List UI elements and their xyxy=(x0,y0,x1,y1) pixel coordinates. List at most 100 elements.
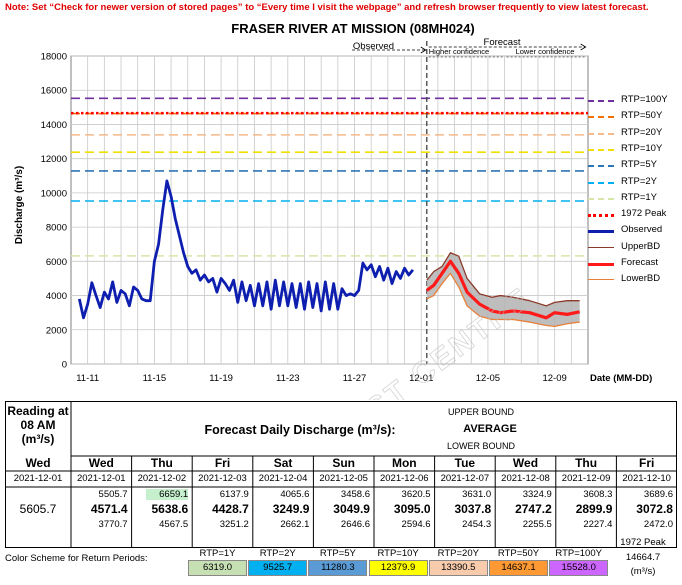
upper-bound-label: UPPER BOUND xyxy=(447,407,514,417)
return-period-label: RTP=5Y xyxy=(319,548,356,559)
return-period-item: RTP=5Y 11280.3 xyxy=(308,548,368,576)
y-tick-label: 14000 xyxy=(41,120,67,131)
reading-value: 5605.7 xyxy=(19,502,57,516)
table-day: Tue xyxy=(454,456,476,470)
table-lower: 2472.0 xyxy=(643,519,673,530)
lower-confidence-label: Lower confidence xyxy=(516,47,575,56)
observed-arrow-head xyxy=(420,46,427,54)
legend-label: RTP=5Y xyxy=(621,159,657,171)
confidence-band xyxy=(426,252,580,327)
color-scheme-row: Color Scheme for Return Periods: RTP=1Y 6… xyxy=(5,537,677,577)
legend-label: Forecast xyxy=(621,257,658,268)
peak-1972-units: (m³/s) xyxy=(630,566,656,577)
refresh-note: Note: Set “Check for newer version of st… xyxy=(5,2,649,13)
x-tick-label: 12-01 xyxy=(409,373,433,384)
table-upper: 6659.1 xyxy=(145,489,189,500)
forecast-table: Reading at 08 AM (m³/s) Wed 2021-12-01 5… xyxy=(5,401,677,548)
return-period-label: RTP=50Y xyxy=(497,548,540,559)
table-average: 5638.6 xyxy=(151,502,189,516)
forecast-label: Forecast xyxy=(484,37,521,48)
legend-swatch xyxy=(588,214,614,218)
reading-title: Reading at 08 AM (m³/s) xyxy=(7,404,69,446)
table-average: 3095.0 xyxy=(393,502,431,516)
return-period-value: 15528.0 xyxy=(549,560,609,576)
return-period-value: 6319.0 xyxy=(188,560,247,576)
table-lower: 2227.4 xyxy=(583,519,613,530)
table-day: Fri xyxy=(639,456,655,470)
legend-label: 1972 Peak xyxy=(621,208,667,220)
table-date: 2021-12-05 xyxy=(319,473,368,484)
table-average: 3037.8 xyxy=(454,502,492,516)
table-date: 2021-12-09 xyxy=(561,473,611,484)
table-day: Wed xyxy=(512,456,539,470)
y-tick-label: 4000 xyxy=(46,291,67,302)
table-lower: 3251.2 xyxy=(219,519,249,530)
table-average: 3249.9 xyxy=(272,502,310,516)
table-grid xyxy=(5,401,677,548)
return-period-label: RTP=1Y xyxy=(199,548,236,559)
return-period-value: 14637.1 xyxy=(489,560,548,576)
table-date: 2021-12-03 xyxy=(198,473,247,484)
legend-swatch xyxy=(588,116,614,119)
x-axis-label: Date (MM-DD) xyxy=(590,373,652,384)
table-upper: 3324.9 xyxy=(522,489,552,500)
legend-label: RTP=50Y xyxy=(621,110,663,122)
legend-swatch xyxy=(588,246,614,248)
y-tick-label: 10000 xyxy=(41,188,67,199)
table-day: Fri xyxy=(214,456,231,470)
table-upper: 4065.6 xyxy=(280,489,310,500)
table-average: 4428.7 xyxy=(212,502,249,516)
return-period-value: 11280.3 xyxy=(308,560,368,576)
table-lower: 2662.1 xyxy=(280,519,310,530)
series-upperbd xyxy=(426,252,580,307)
legend-label: RTP=2Y xyxy=(621,175,657,187)
peak-1972-label: 1972 Peak xyxy=(620,537,666,548)
x-tick-label: 11-15 xyxy=(143,373,167,384)
series-forecast xyxy=(425,259,580,320)
table-date: 2021-12-10 xyxy=(622,473,671,484)
table-day: Wed xyxy=(88,456,114,470)
forecast-table-title: Forecast Daily Discharge (m³/s): xyxy=(204,423,396,437)
average-label: AVERAGE xyxy=(463,423,517,435)
observed-label: Observed xyxy=(353,41,394,52)
table-average: 2747.2 xyxy=(515,502,552,516)
table-lower: 2594.6 xyxy=(401,519,431,530)
table-average: 4571.4 xyxy=(90,502,128,516)
table-day: Thu xyxy=(150,456,173,470)
table-average: 3049.9 xyxy=(333,502,370,516)
legend-label: UpperBD xyxy=(621,240,661,252)
table-date: 2021-12-07 xyxy=(440,473,490,484)
return-period-item: RTP=2Y 9525.7 xyxy=(248,548,308,576)
legend-label: Observed xyxy=(621,224,663,236)
table-day: Sun xyxy=(332,456,356,470)
chart-title: FRASER RIVER AT MISSION (08MH024) xyxy=(231,21,474,36)
legend-swatch xyxy=(588,148,614,151)
table-upper: 3631.0 xyxy=(462,489,492,500)
y-tick-label: 18000 xyxy=(41,52,67,63)
return-period-item: RTP=10Y 12379.9 xyxy=(368,548,428,576)
series-lowerbd xyxy=(426,272,580,328)
table-date: 2021-12-04 xyxy=(258,473,308,484)
table-upper: 3458.6 xyxy=(340,489,370,500)
table-lower: 2255.5 xyxy=(522,519,552,530)
forecast-arrow-head xyxy=(580,43,587,51)
table-lower: 2646.6 xyxy=(340,519,370,530)
legend-swatch xyxy=(588,230,614,234)
legend-label: RTP=100Y xyxy=(621,94,668,105)
y-tick-label: 12000 xyxy=(41,154,67,165)
legend-label: RTP=20Y xyxy=(621,126,663,138)
x-tick-label: 11-27 xyxy=(343,373,367,384)
x-tick-label: 11-19 xyxy=(209,373,233,384)
y-axis-label: Discharge (m³/s) xyxy=(14,166,25,244)
table-average: 2899.9 xyxy=(575,502,613,516)
table-date: 2021-12-02 xyxy=(137,473,187,484)
return-period-value: 13390.5 xyxy=(428,560,488,576)
color-scheme-label: Color Scheme for Return Periods: xyxy=(5,553,148,564)
table-date: 2021-12-01 xyxy=(76,473,126,484)
table-upper: 3608.3 xyxy=(583,489,613,500)
y-tick-label: 6000 xyxy=(46,257,67,268)
legend-swatch xyxy=(588,263,614,266)
reading-day: Wed xyxy=(25,456,51,470)
peak-1972-value: 14664.7 xyxy=(625,552,661,563)
table-upper: 3620.5 xyxy=(401,489,431,500)
